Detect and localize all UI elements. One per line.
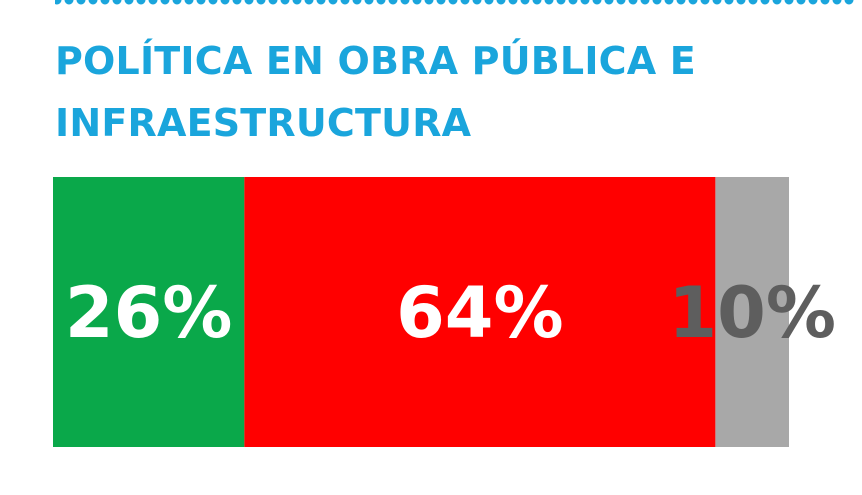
- chart-title-line-2: INFRAESTRUCTURA: [55, 92, 835, 154]
- stacked-bar-svg: 26% 64% 10%: [53, 177, 789, 447]
- bar-segment-3-label: 10%: [668, 272, 836, 354]
- chart-title-line-1: POLÍTICA EN OBRA PÚBLICA E: [55, 30, 835, 92]
- stacked-percentage-bar: 26% 64% 10%: [53, 177, 789, 447]
- bar-segment-1-label: 26%: [65, 272, 233, 354]
- chart-title: POLÍTICA EN OBRA PÚBLICA E INFRAESTRUCTU…: [55, 30, 835, 154]
- decorative-dot-border: [55, 0, 862, 6]
- bar-segment-2-label: 64%: [396, 272, 564, 354]
